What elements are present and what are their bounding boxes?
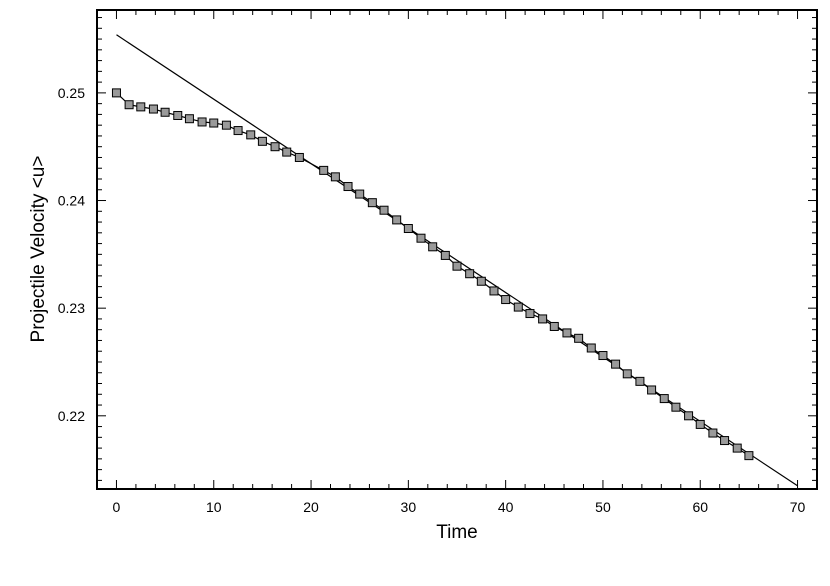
y-axis-ticks: 0.22 0.23 0.24 0.25 (58, 17, 817, 481)
data-point-marker (476, 276, 486, 286)
data-point-marker (684, 411, 694, 421)
x-axis-label: Time (436, 522, 478, 543)
data-point-marker (270, 142, 280, 152)
data-point-marker (246, 130, 256, 140)
x-axis-ticks: 0 10 20 30 40 50 60 70 (113, 10, 806, 515)
data-point-marker (184, 114, 194, 124)
data-point-marker (622, 369, 632, 379)
y-tick-label: 0.24 (58, 193, 85, 209)
data-point-marker (111, 88, 121, 98)
x-tick-label: 0 (113, 499, 121, 515)
data-point-marker (598, 351, 608, 361)
data-point-marker (197, 117, 207, 127)
data-point-marker (148, 104, 158, 114)
data-point-marker (659, 394, 669, 404)
data-point-marker (574, 333, 584, 343)
data-point-marker (160, 107, 170, 117)
data-point-marker (257, 136, 267, 146)
data-point-marker (392, 215, 402, 225)
data-point-marker (440, 250, 450, 260)
y-tick-label: 0.25 (58, 85, 85, 101)
y-tick-label: 0.22 (58, 408, 85, 424)
data-point-marker (428, 242, 438, 252)
data-point-marker (586, 343, 596, 353)
data-point-marker (355, 189, 365, 199)
data-point-marker (513, 302, 523, 312)
x-tick-label: 60 (692, 499, 708, 515)
data-point-marker (367, 198, 377, 208)
data-point-marker (319, 165, 329, 175)
data-point-marker (489, 286, 499, 296)
velocity-series-line (116, 92, 750, 457)
data-point-marker (136, 102, 146, 112)
data-point-marker (330, 172, 340, 182)
data-point-marker (343, 182, 353, 192)
plot-frame (96, 9, 818, 490)
data-point-marker (708, 428, 718, 438)
data-point-marker (294, 152, 304, 162)
data-point-marker (671, 402, 681, 412)
data-point-marker (221, 120, 231, 130)
data-point-marker (647, 385, 657, 395)
data-point-marker (525, 309, 535, 319)
data-point-marker (635, 376, 645, 386)
data-point-marker (416, 233, 426, 243)
data-point-marker (403, 224, 413, 234)
x-tick-label: 50 (595, 499, 611, 515)
x-tick-label: 10 (206, 499, 222, 515)
data-point-marker (465, 269, 475, 279)
data-point-marker (282, 147, 292, 157)
y-tick-label: 0.23 (58, 300, 85, 316)
data-point-marker (720, 436, 730, 446)
data-point-marker (452, 261, 462, 271)
data-point-marker (549, 321, 559, 331)
data-point-marker (233, 126, 243, 136)
series-layer (111, 34, 798, 487)
data-point-marker (744, 451, 754, 461)
x-tick-label: 40 (498, 499, 514, 515)
x-tick-label: 30 (401, 499, 417, 515)
data-point-marker (732, 443, 742, 453)
data-point-marker (562, 328, 572, 338)
data-point-marker (173, 110, 183, 120)
data-point-marker (538, 314, 548, 324)
data-point-marker (379, 205, 389, 215)
data-point-marker (124, 100, 134, 110)
x-tick-label: 70 (790, 499, 806, 515)
x-tick-label: 20 (303, 499, 319, 515)
data-point-marker (209, 118, 219, 128)
linear-fit-line (116, 34, 798, 487)
data-point-marker (695, 419, 705, 429)
data-point-marker (611, 359, 621, 369)
data-point-marker (501, 295, 511, 305)
y-axis-label: Projectile Velocity <u> (28, 156, 49, 343)
